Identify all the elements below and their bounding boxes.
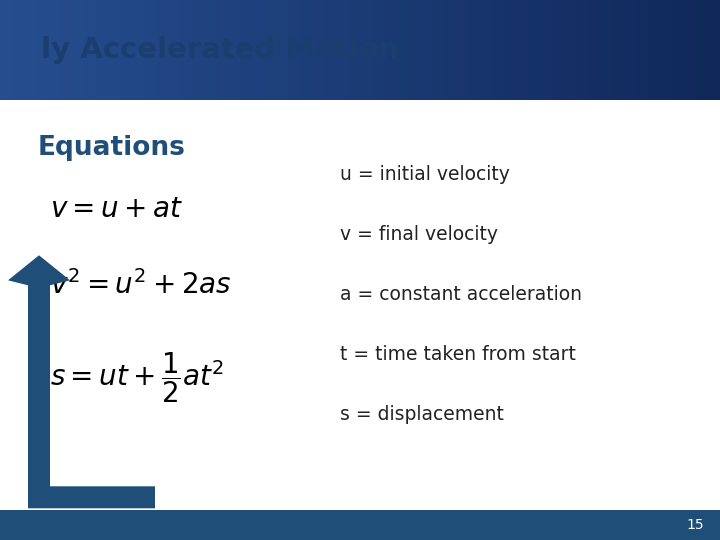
Text: $v^{2} = u^{2} + 2as$: $v^{2} = u^{2} + 2as$: [50, 270, 232, 300]
Bar: [564, 0, 577, 100]
Bar: [0, 0, 13, 100]
Bar: [180, 0, 193, 100]
Text: $s = ut + \dfrac{1}{2}at^{2}$: $s = ut + \dfrac{1}{2}at^{2}$: [50, 350, 225, 405]
Bar: [528, 0, 541, 100]
Bar: [132, 0, 145, 100]
Polygon shape: [8, 255, 155, 508]
Text: Equations: Equations: [38, 135, 186, 161]
Text: t = time taken from start: t = time taken from start: [340, 346, 576, 365]
Bar: [600, 0, 613, 100]
Bar: [156, 0, 169, 100]
Bar: [204, 0, 217, 100]
Text: 15: 15: [686, 518, 704, 532]
Bar: [396, 0, 409, 100]
Bar: [12, 0, 25, 100]
Bar: [360, 0, 373, 100]
Bar: [372, 0, 385, 100]
Bar: [672, 0, 685, 100]
Bar: [504, 0, 517, 100]
Bar: [288, 0, 301, 100]
Bar: [24, 0, 37, 100]
Bar: [336, 0, 349, 100]
Bar: [240, 0, 253, 100]
Bar: [168, 0, 181, 100]
Bar: [384, 0, 397, 100]
Bar: [432, 0, 445, 100]
Bar: [312, 0, 325, 100]
Bar: [444, 0, 457, 100]
Text: v = final velocity: v = final velocity: [340, 225, 498, 245]
Bar: [72, 0, 85, 100]
Bar: [348, 0, 361, 100]
Bar: [636, 0, 649, 100]
Bar: [228, 0, 241, 100]
Bar: [684, 0, 697, 100]
Bar: [108, 0, 121, 100]
Bar: [264, 0, 277, 100]
Bar: [540, 0, 553, 100]
Bar: [420, 0, 433, 100]
Bar: [612, 0, 625, 100]
Bar: [48, 0, 61, 100]
Bar: [84, 0, 97, 100]
Text: $v = u + at$: $v = u + at$: [50, 197, 183, 224]
Bar: [660, 0, 673, 100]
Bar: [468, 0, 481, 100]
Text: ly Accelerated Motion: ly Accelerated Motion: [41, 36, 399, 64]
Bar: [648, 0, 661, 100]
Bar: [0, 510, 720, 540]
Bar: [36, 0, 49, 100]
Bar: [576, 0, 589, 100]
Bar: [252, 0, 265, 100]
Bar: [516, 0, 529, 100]
Bar: [492, 0, 505, 100]
Bar: [456, 0, 469, 100]
Bar: [144, 0, 157, 100]
Bar: [408, 0, 421, 100]
Bar: [216, 0, 229, 100]
Bar: [552, 0, 565, 100]
Text: s = displacement: s = displacement: [340, 406, 504, 424]
Bar: [276, 0, 289, 100]
Bar: [192, 0, 205, 100]
Bar: [480, 0, 493, 100]
Bar: [60, 0, 73, 100]
Bar: [588, 0, 601, 100]
Text: a = constant acceleration: a = constant acceleration: [340, 286, 582, 305]
Bar: [96, 0, 109, 100]
Bar: [300, 0, 313, 100]
Bar: [120, 0, 133, 100]
Text: u = initial velocity: u = initial velocity: [340, 165, 510, 184]
Bar: [708, 0, 720, 100]
Bar: [696, 0, 709, 100]
Bar: [624, 0, 637, 100]
Bar: [324, 0, 337, 100]
